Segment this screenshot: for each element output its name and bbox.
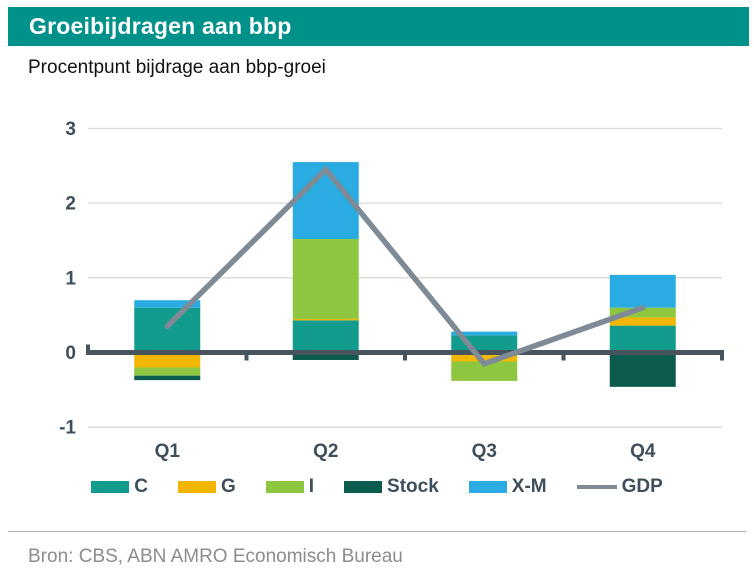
legend-swatch-c-icon bbox=[91, 481, 130, 493]
legend-swatch-g-icon bbox=[177, 481, 216, 493]
x-axis-label-q4: Q4 bbox=[630, 441, 656, 462]
y-axis-tick-label: 0 bbox=[65, 343, 76, 364]
bar-segment-c-q1 bbox=[134, 307, 201, 353]
bar-segment-c-q4 bbox=[609, 325, 676, 353]
page-title: Groeibijdragen aan bbp bbox=[29, 13, 292, 39]
source-text: Bron: CBS, ABN AMRO Economisch Bureau bbox=[28, 546, 403, 567]
x-axis-label-q3: Q3 bbox=[472, 441, 497, 462]
legend-item-x-m: X-M bbox=[468, 476, 547, 498]
bar-segment-stock-q1 bbox=[134, 375, 201, 381]
bar-segment-g-q1 bbox=[134, 352, 201, 368]
bar-segment-stock-q4 bbox=[609, 352, 676, 387]
legend-swatch-stock-icon bbox=[344, 481, 383, 493]
bar-segment-i-q4 bbox=[609, 307, 676, 318]
legend-label-i: I bbox=[308, 476, 315, 497]
legend-item-i: I bbox=[265, 476, 315, 498]
y-axis-tick-label: -1 bbox=[59, 418, 76, 439]
legend-item-g: G bbox=[177, 476, 236, 498]
legend-label-x-m: X-M bbox=[511, 476, 547, 497]
legend-swatch-x-m-icon bbox=[468, 481, 507, 493]
y-axis-tick-label: 2 bbox=[65, 194, 76, 215]
legend-label-gdp: GDP bbox=[621, 476, 663, 497]
bar-segment-i-q3 bbox=[451, 361, 518, 381]
title-bar: Groeibijdragen aan bbp bbox=[8, 7, 749, 46]
legend-label-stock: Stock bbox=[387, 476, 439, 497]
bar-segment-i-q1 bbox=[134, 367, 201, 376]
bar-segment-x-m-q1 bbox=[134, 300, 201, 308]
chart-canvas: 3 2 1 0 -1 Q1 Q2 Q3 Q4 bbox=[59, 119, 724, 462]
bar-segment-i-q2 bbox=[292, 239, 359, 319]
legend-swatch-i-icon bbox=[265, 481, 304, 493]
bar-segment-stock-q2 bbox=[292, 352, 359, 360]
x-axis-label-q2: Q2 bbox=[313, 441, 338, 462]
bar-segment-x-m-q4 bbox=[609, 274, 676, 308]
legend-item-c: C bbox=[91, 476, 148, 498]
y-axis-tick-label: 1 bbox=[65, 268, 76, 289]
chart-legend: C G I Stock X-M GDP bbox=[0, 474, 754, 500]
footer-divider bbox=[8, 531, 746, 532]
legend-item-stock: Stock bbox=[344, 476, 439, 498]
bar-segment-g-q2 bbox=[292, 318, 359, 321]
y-axis-tick-label: 3 bbox=[65, 119, 76, 140]
bar-segment-c-q2 bbox=[292, 320, 359, 353]
bar-segment-x-m-q3 bbox=[451, 331, 518, 336]
x-axis-label-q1: Q1 bbox=[155, 441, 181, 462]
chart-subtitle: Procentpunt bijdrage aan bbp-groei bbox=[28, 57, 326, 78]
legend-label-g: G bbox=[220, 476, 236, 497]
bar-segment-g-q3 bbox=[451, 352, 518, 362]
legend-item-gdp: GDP bbox=[576, 476, 663, 498]
bar-segment-g-q4 bbox=[609, 317, 676, 326]
legend-label-c: C bbox=[134, 476, 148, 497]
legend-swatch-gdp-icon bbox=[576, 485, 617, 489]
gdp-line bbox=[164, 165, 646, 367]
